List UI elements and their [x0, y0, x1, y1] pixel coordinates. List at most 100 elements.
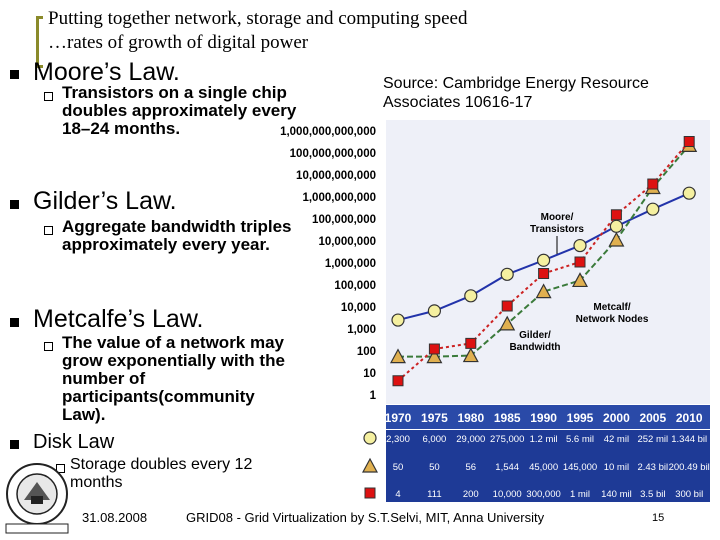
footer-date: 31.08.2008: [82, 510, 148, 525]
y-tick-label: 1,000: [347, 324, 376, 336]
value-cell: 200.49 bil: [669, 462, 710, 473]
data-point: [389, 348, 407, 364]
title-bracket: [36, 16, 43, 68]
data-point: [462, 347, 479, 363]
value-cell: 6,000: [423, 434, 447, 445]
data-point: [427, 304, 441, 318]
source-note: Source: Cambridge Energy Resource Associ…: [383, 75, 649, 111]
data-point: [609, 219, 623, 233]
x-tick-label: 1995: [567, 411, 594, 425]
value-cell: 1.2 mil: [530, 434, 558, 445]
y-tick-label: 100,000,000: [312, 214, 376, 226]
bullet-sub-disk: Storage doubles every 12 months: [70, 456, 253, 491]
page-number: 15: [652, 512, 665, 524]
y-tick-label: 100: [357, 346, 376, 358]
x-tick-label: 2010: [676, 411, 703, 425]
bullet-sub-moore: Transistors on a single chip doubles app…: [62, 83, 297, 138]
data-point: [683, 136, 695, 148]
value-cell: 111: [427, 489, 441, 500]
legend-marker: [363, 431, 377, 445]
bullet-icon: [10, 70, 19, 79]
value-cell: 300 bil: [675, 489, 703, 500]
value-cell: 252 mil: [637, 434, 668, 445]
bullet-icon: [10, 440, 19, 449]
data-point: [571, 272, 589, 288]
data-point: [465, 337, 477, 349]
y-tick-label: 100,000: [334, 280, 376, 292]
data-point: [682, 186, 696, 200]
value-cell: 300,000: [526, 489, 560, 500]
bullet-icon: [10, 318, 19, 327]
value-cell: 10 mil: [604, 462, 629, 473]
series-label-moore: Transistors: [530, 224, 584, 235]
sub-bullet-icon: [56, 464, 65, 473]
y-tick-label: 1,000,000,000: [302, 192, 376, 204]
data-point: [538, 268, 550, 280]
x-tick-label: 1990: [530, 411, 557, 425]
value-cell: 42 mil: [604, 434, 629, 445]
data-point: [647, 178, 659, 190]
x-tick-label: 1970: [385, 411, 412, 425]
y-tick-label: 1,000,000: [325, 258, 376, 270]
slide-title-line2: …rates of growth of digital power: [48, 32, 309, 53]
data-point: [426, 348, 443, 364]
data-point: [428, 343, 440, 355]
y-tick-label: 10,000,000: [318, 236, 376, 248]
y-tick-label: 10,000: [341, 302, 376, 314]
data-point: [610, 209, 622, 221]
bullet-heading-disk: Disk Law: [33, 431, 115, 453]
y-tick-label: 100,000,000,000: [290, 148, 376, 160]
data-point: [500, 267, 514, 281]
value-cell: 56: [466, 462, 477, 473]
series-label-moore: Moore/: [541, 212, 574, 223]
value-cell: 140 mil: [601, 489, 632, 500]
value-cell: 45,000: [529, 462, 558, 473]
y-tick-label: 10: [363, 368, 376, 380]
data-point: [537, 253, 551, 267]
value-cell: 145,000: [563, 462, 597, 473]
series-label-gilder: Gilder/: [519, 330, 551, 341]
value-cell: 275,000: [490, 434, 524, 445]
x-tick-label: 1985: [494, 411, 521, 425]
series-label-metcalf: Metcalf/: [593, 302, 630, 313]
x-tick-label: 2000: [603, 411, 630, 425]
data-point: [501, 300, 513, 312]
y-tick-label: 10,000,000,000: [296, 170, 376, 182]
data-point: [464, 289, 478, 303]
sub-bullet-icon: [44, 342, 53, 351]
value-cell: 10,000: [493, 489, 522, 500]
legend-marker: [364, 487, 376, 499]
legend-marker: [361, 457, 379, 473]
x-tick-label: 1975: [421, 411, 448, 425]
data-point: [573, 238, 587, 253]
x-tick-label: 1980: [457, 411, 484, 425]
university-logo: [5, 463, 69, 534]
y-tick-label: 1: [370, 390, 377, 402]
y-tick-label: 1,000,000,000,000: [280, 126, 376, 138]
bullet-heading-gilder: Gilder’s Law.: [33, 187, 177, 215]
slide-title-line1: Putting together network, storage and co…: [48, 8, 468, 29]
value-cell: 29,000: [456, 434, 485, 445]
data-point: [499, 315, 516, 331]
sub-bullet-icon: [44, 92, 53, 101]
value-cell: 2.43 bil: [637, 462, 668, 473]
value-cell: 4: [395, 489, 400, 500]
data-point: [574, 256, 586, 268]
bullet-sub-metcalfe: The value of a network may grow exponent…: [62, 333, 285, 424]
data-point: [392, 375, 404, 387]
value-cell: 1.344 bil: [671, 434, 707, 445]
value-cell: 2,300: [386, 434, 410, 445]
growth-chart: 1,000,000,000,000 100,000,000,000 10,000,0…: [280, 120, 710, 502]
value-cell: 3.5 bil: [640, 489, 665, 500]
data-point: [608, 231, 625, 247]
data-point: [391, 313, 405, 327]
bullet-icon: [10, 200, 19, 209]
x-tick-label: 2005: [639, 411, 666, 425]
bullet-heading-moore: Moore’s Law.: [33, 58, 180, 86]
series-line: [398, 144, 690, 358]
data-point: [646, 202, 660, 216]
bullet-sub-gilder: Aggregate bandwidth triples approximatel…: [62, 217, 292, 254]
data-point: [535, 283, 552, 299]
value-cell: 5.6 mil: [566, 434, 594, 445]
bullet-heading-metcalfe: Metcalfe’s Law.: [33, 305, 204, 333]
